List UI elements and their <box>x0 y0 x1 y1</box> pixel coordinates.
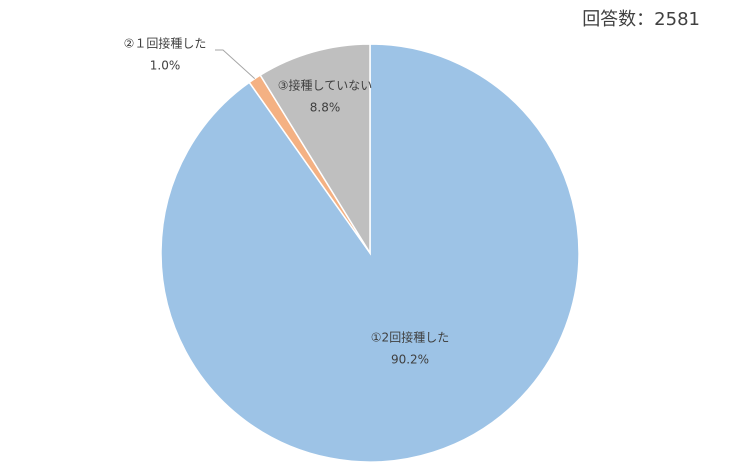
value-label: 8.8% <box>310 101 341 115</box>
slice-label: ③接種していない <box>278 78 372 93</box>
leader-line <box>215 49 256 80</box>
value-label: 1.0% <box>150 59 181 73</box>
slice-label: ①2回接種した <box>371 330 449 345</box>
pie-slice <box>259 43 371 256</box>
value-label: 90.2% <box>391 353 429 367</box>
slice-label: ②１回接種した <box>124 36 207 51</box>
response-count: 回答数：2581 <box>582 9 700 30</box>
